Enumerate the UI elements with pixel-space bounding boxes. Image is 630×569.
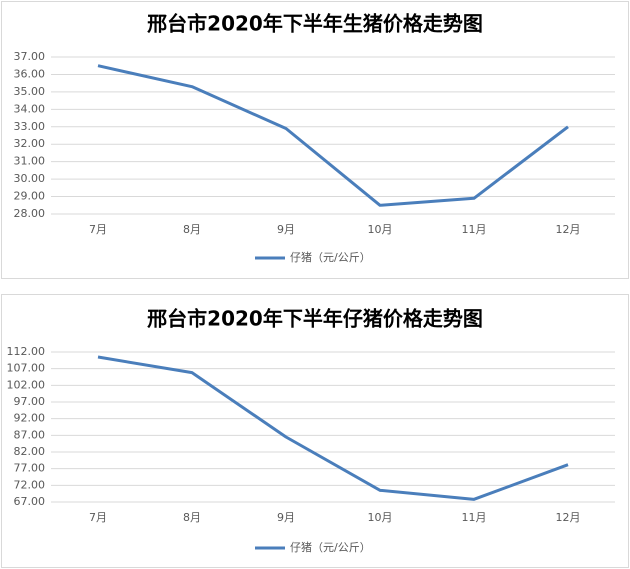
series-line — [97, 64, 569, 207]
y-tick-label: 30.00 — [14, 172, 46, 185]
y-tick-label: 107.00 — [7, 362, 46, 375]
x-tick-label: 8月 — [183, 511, 201, 524]
y-tick-label: 102.00 — [7, 378, 46, 391]
x-tick-label: 10月 — [368, 511, 393, 524]
y-tick-label: 112.00 — [7, 345, 46, 358]
y-tick-label: 34.00 — [14, 102, 46, 115]
x-tick-label: 9月 — [277, 511, 295, 524]
y-tick-label: 33.00 — [14, 120, 46, 133]
y-tick-label: 32.00 — [14, 137, 46, 150]
y-tick-label: 87.00 — [14, 428, 46, 441]
x-tick-label: 10月 — [368, 223, 393, 236]
legend-label: 仔猪（元/公斤） — [290, 251, 371, 264]
x-tick-label: 7月 — [89, 223, 107, 236]
y-tick-label: 77.00 — [14, 462, 46, 475]
y-tick-label: 35.00 — [14, 85, 46, 98]
y-tick-label: 67.00 — [14, 495, 46, 508]
x-tick-label: 11月 — [462, 511, 487, 524]
x-tick-label: 9月 — [277, 223, 295, 236]
x-tick-label: 11月 — [462, 223, 487, 236]
x-tick-label: 7月 — [89, 511, 107, 524]
y-tick-label: 36.00 — [14, 67, 46, 80]
x-tick-label: 8月 — [183, 223, 201, 236]
series-line — [97, 355, 569, 501]
x-tick-label: 12月 — [556, 511, 581, 524]
legend-label: 仔猪（元/公斤） — [290, 541, 371, 554]
y-tick-label: 31.00 — [14, 155, 46, 168]
y-tick-label: 82.00 — [14, 445, 46, 458]
chart-title: 邢台市2020年下半年生猪价格走势图 — [147, 12, 483, 36]
y-tick-label: 29.00 — [14, 190, 46, 203]
chart-frame — [1, 1, 629, 279]
y-tick-label: 72.00 — [14, 478, 46, 491]
x-tick-label: 12月 — [556, 223, 581, 236]
y-tick-label: 92.00 — [14, 412, 46, 425]
y-tick-label: 37.00 — [14, 50, 46, 63]
y-tick-label: 28.00 — [14, 207, 46, 220]
chart-frame — [1, 294, 629, 568]
chart-title: 邢台市2020年下半年仔猪价格走势图 — [147, 307, 483, 331]
y-tick-label: 97.00 — [14, 395, 46, 408]
